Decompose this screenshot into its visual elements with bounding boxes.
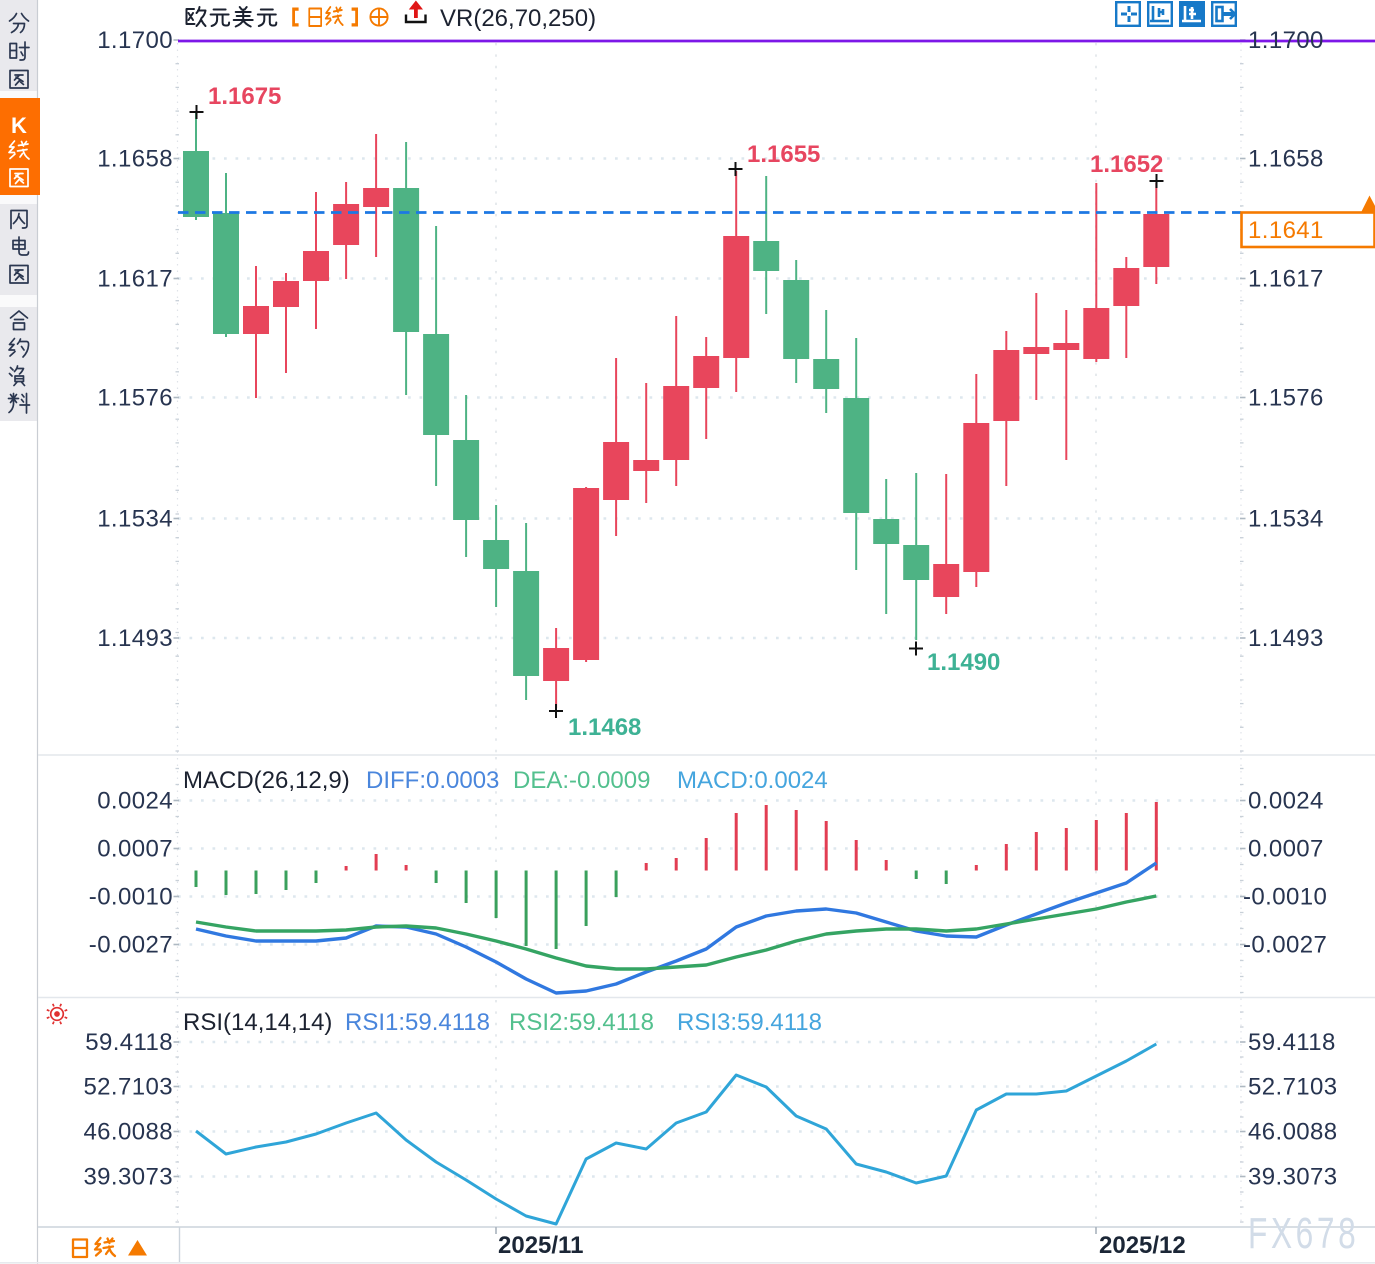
- svg-text:RSI(14,14,14): RSI(14,14,14): [183, 1009, 332, 1036]
- svg-text:1.1617: 1.1617: [1248, 266, 1324, 293]
- svg-text:1.1493: 1.1493: [1248, 625, 1324, 652]
- svg-text:FX678: FX678: [1248, 1209, 1359, 1258]
- svg-text:DEA:-0.0009: DEA:-0.0009: [513, 767, 650, 794]
- svg-text:2025/12: 2025/12: [1099, 1232, 1186, 1259]
- svg-text:1.1617: 1.1617: [97, 266, 173, 293]
- svg-text:-0.0010: -0.0010: [1243, 884, 1327, 911]
- svg-text:0.0007: 0.0007: [1248, 836, 1324, 863]
- svg-text:1.1658: 1.1658: [97, 146, 173, 173]
- svg-text:DIFF:0.0003: DIFF:0.0003: [366, 767, 499, 794]
- svg-text:1.1534: 1.1534: [1248, 506, 1324, 533]
- svg-text:1.1493: 1.1493: [97, 625, 173, 652]
- svg-text:MACD:0.0024: MACD:0.0024: [677, 767, 828, 794]
- svg-text:1.1576: 1.1576: [97, 385, 173, 412]
- svg-text:K: K: [11, 113, 27, 138]
- svg-text:59.4118: 59.4118: [1248, 1029, 1336, 1056]
- svg-text:2025/11: 2025/11: [498, 1232, 583, 1259]
- svg-text:1.1576: 1.1576: [1248, 385, 1324, 412]
- svg-text:59.4118: 59.4118: [85, 1029, 173, 1056]
- svg-text:VR(26,70,250): VR(26,70,250): [440, 5, 596, 32]
- svg-text:52.7103: 52.7103: [1248, 1074, 1338, 1101]
- svg-text:1.1700: 1.1700: [1248, 27, 1324, 54]
- svg-text:RSI1:59.4118: RSI1:59.4118: [345, 1009, 490, 1036]
- svg-text:1.1700: 1.1700: [97, 27, 173, 54]
- svg-text:0.0024: 0.0024: [1248, 788, 1324, 815]
- svg-text:MACD(26,12,9): MACD(26,12,9): [183, 767, 350, 794]
- svg-text:1.1534: 1.1534: [97, 506, 173, 533]
- svg-text:52.7103: 52.7103: [83, 1074, 173, 1101]
- svg-text:-0.0027: -0.0027: [89, 932, 173, 959]
- svg-text:RSI2:59.4118: RSI2:59.4118: [509, 1009, 654, 1036]
- svg-text:39.3073: 39.3073: [83, 1164, 173, 1191]
- svg-text:1.1641: 1.1641: [1248, 217, 1324, 244]
- svg-text:46.0088: 46.0088: [83, 1119, 173, 1146]
- svg-text:1.1490: 1.1490: [927, 649, 1000, 676]
- svg-text:0.0024: 0.0024: [97, 788, 173, 815]
- svg-text:RSI3:59.4118: RSI3:59.4118: [677, 1009, 822, 1036]
- svg-text:46.0088: 46.0088: [1248, 1119, 1338, 1146]
- svg-text:-0.0027: -0.0027: [1243, 932, 1327, 959]
- svg-text:-0.0010: -0.0010: [89, 884, 173, 911]
- svg-text:1.1658: 1.1658: [1248, 146, 1324, 173]
- svg-text:39.3073: 39.3073: [1248, 1164, 1338, 1191]
- svg-text:1.1652: 1.1652: [1090, 151, 1163, 178]
- svg-text:1.1655: 1.1655: [747, 141, 820, 168]
- svg-text:1.1675: 1.1675: [208, 83, 281, 110]
- svg-text:0.0007: 0.0007: [97, 836, 173, 863]
- svg-text:1.1468: 1.1468: [568, 714, 641, 741]
